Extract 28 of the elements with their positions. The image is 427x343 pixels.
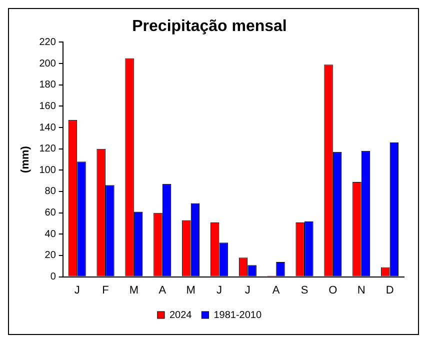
- y-tick-label: 180: [39, 80, 56, 91]
- x-tick-label: J: [74, 284, 80, 296]
- x-tick-label: A: [158, 284, 167, 296]
- y-tick-label: 40: [44, 228, 56, 240]
- x-tick-label: A: [272, 284, 280, 296]
- x-tick-label: M: [186, 284, 196, 296]
- x-tick-label: D: [386, 284, 394, 296]
- chart-title: Precipitação mensal: [132, 18, 287, 36]
- legend-label: 1981-2010: [214, 310, 262, 321]
- y-tick-label: 120: [39, 144, 56, 155]
- y-tick-label: 200: [39, 58, 56, 70]
- legend-label: 2024: [169, 310, 192, 321]
- y-tick-label: 100: [39, 164, 56, 176]
- x-tick-label: J: [216, 284, 222, 296]
- y-tick-label: 80: [44, 186, 56, 198]
- x-tick-label: J: [244, 284, 250, 296]
- y-tick-label: 0: [50, 272, 56, 283]
- x-tick-label: O: [328, 284, 338, 296]
- x-tick-label: F: [102, 284, 110, 296]
- x-tick-label: N: [357, 284, 366, 296]
- x-tick-label: M: [129, 284, 139, 296]
- x-tick-label: S: [300, 284, 308, 296]
- y-tick-label: 140: [39, 122, 56, 134]
- y-axis-title: (mm): [20, 146, 32, 173]
- y-tick-label: 220: [39, 36, 56, 48]
- y-tick-label: 60: [44, 208, 56, 219]
- y-tick-label: 160: [39, 100, 56, 112]
- y-tick-label: 20: [44, 250, 56, 262]
